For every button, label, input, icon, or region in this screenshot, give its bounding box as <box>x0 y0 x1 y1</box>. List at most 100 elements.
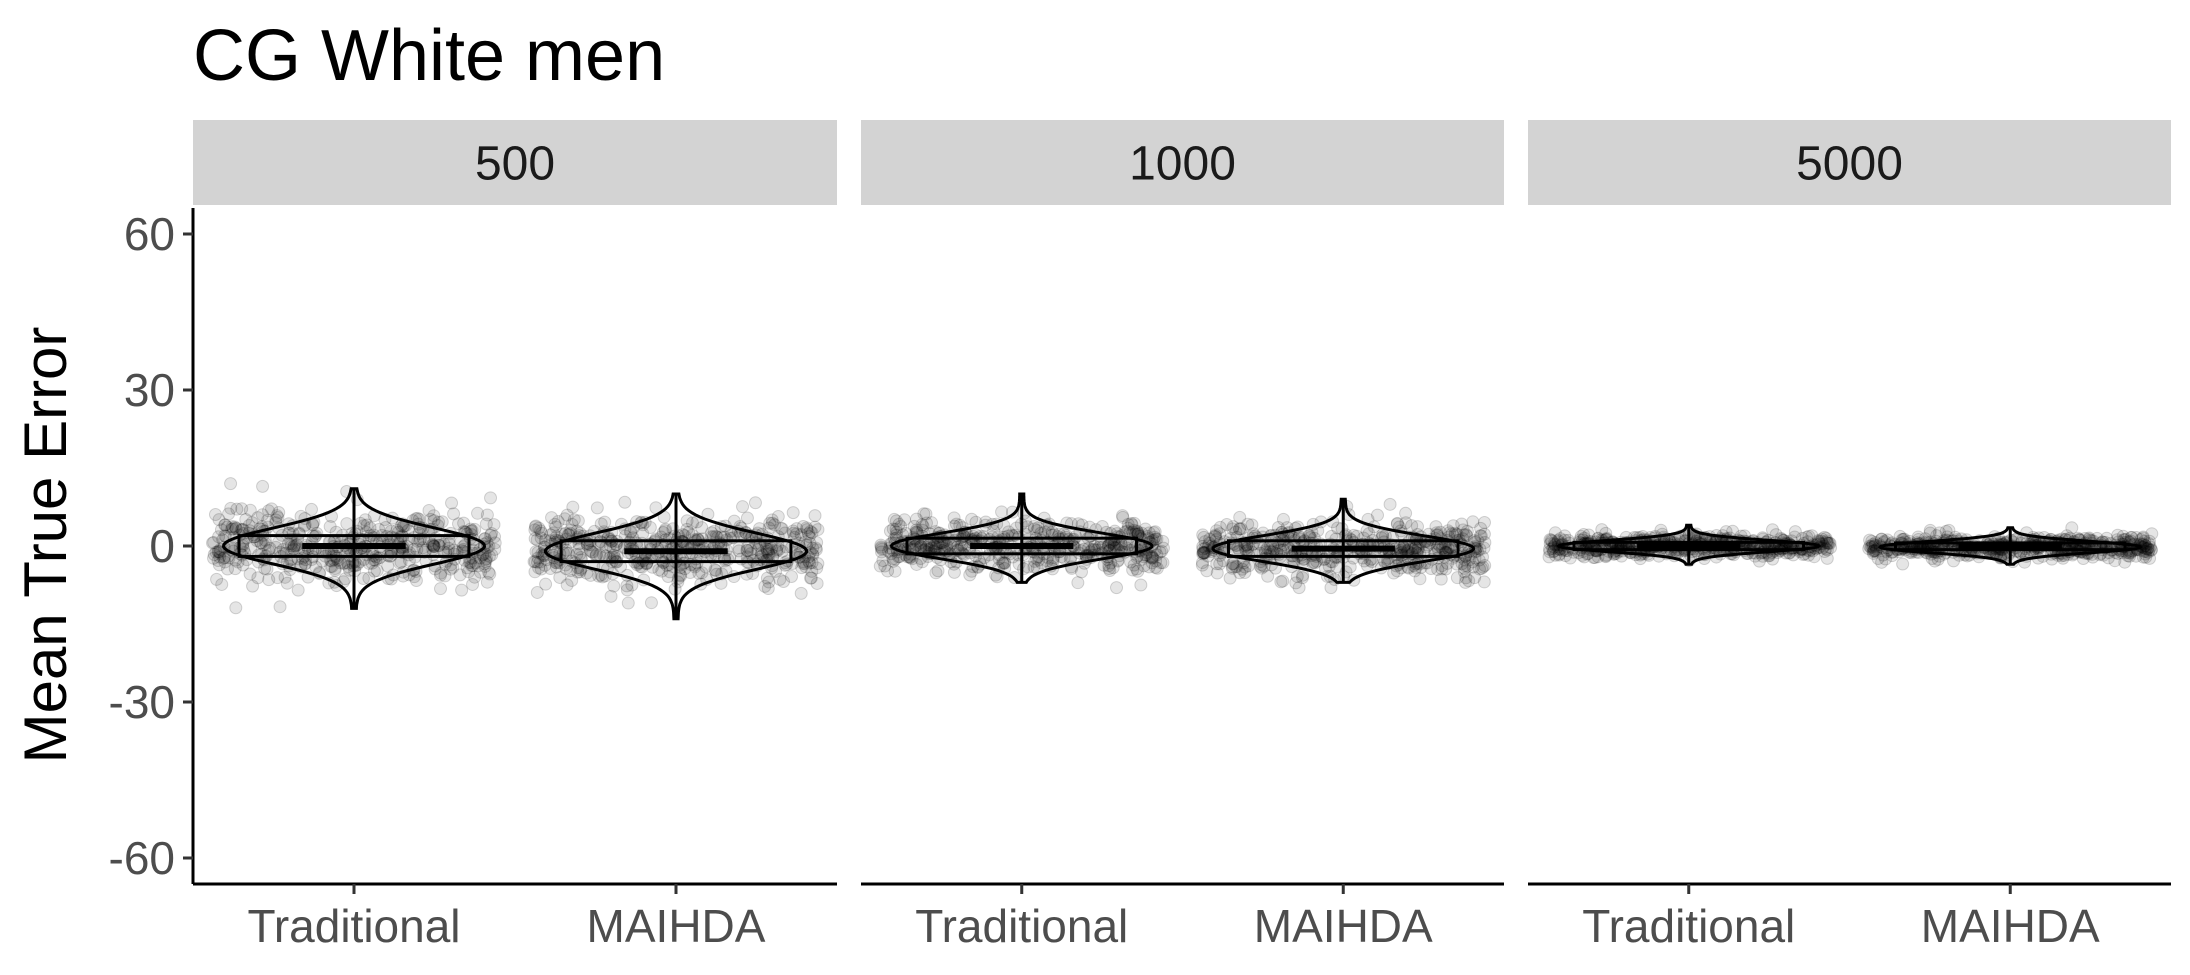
data-point <box>794 586 808 600</box>
data-point <box>272 505 286 519</box>
data-point <box>1121 517 1135 531</box>
data-point <box>1276 543 1290 557</box>
data-point <box>1459 571 1473 585</box>
data-point <box>208 508 222 522</box>
data-point <box>210 572 224 586</box>
violin-group: Traditional <box>1542 523 1838 952</box>
data-point <box>434 566 448 580</box>
data-point <box>407 570 421 584</box>
data-point <box>565 517 579 531</box>
data-point <box>323 520 337 534</box>
violin-group: Traditional <box>206 477 502 952</box>
data-point <box>1074 565 1088 579</box>
data-point <box>916 520 930 534</box>
data-point <box>269 540 283 554</box>
data-point <box>460 561 474 575</box>
data-point <box>1820 551 1834 565</box>
data-point <box>236 558 250 572</box>
data-point <box>340 517 354 531</box>
data-point <box>564 523 578 537</box>
data-point <box>262 504 276 518</box>
data-point <box>211 545 225 559</box>
data-point <box>480 575 494 589</box>
facet-strip-label: 1000 <box>1129 138 1236 191</box>
data-point <box>469 556 483 570</box>
data-point <box>808 509 822 523</box>
data-point <box>273 600 287 614</box>
data-point <box>1274 575 1288 589</box>
data-point <box>606 541 620 555</box>
data-point <box>478 553 492 567</box>
data-point <box>1371 508 1385 522</box>
data-point <box>1012 557 1026 571</box>
data-point <box>765 516 779 530</box>
data-point <box>455 583 469 597</box>
chart-title: CG White men <box>193 16 665 96</box>
data-point <box>442 541 456 555</box>
data-point <box>786 506 800 520</box>
data-point <box>271 571 285 585</box>
data-point <box>539 577 553 591</box>
data-point <box>438 569 452 583</box>
data-point <box>538 533 552 547</box>
data-point <box>1434 572 1448 586</box>
data-point <box>224 477 238 491</box>
data-point <box>586 545 600 559</box>
data-point <box>1356 551 1370 565</box>
data-point <box>485 526 499 540</box>
data-point <box>211 554 225 568</box>
data-point <box>804 571 818 585</box>
data-point <box>228 520 242 534</box>
data-point <box>426 537 440 551</box>
facet-panels: 500 Traditional MAIHDA 1000 Traditional MAIHD… <box>193 120 2171 952</box>
data-point <box>786 526 800 540</box>
data-point <box>763 516 777 530</box>
data-point <box>325 560 339 574</box>
data-point <box>243 503 257 517</box>
x-tick-label: MAIHDA <box>587 900 766 952</box>
data-point <box>483 567 497 581</box>
data-point <box>218 555 232 569</box>
data-point <box>803 524 817 538</box>
data-point <box>424 512 438 526</box>
data-point <box>427 509 441 523</box>
data-point <box>558 512 572 526</box>
data-point <box>748 496 762 510</box>
data-point <box>607 579 621 593</box>
data-point <box>360 518 374 532</box>
facet-panel: 1000 Traditional MAIHDA <box>861 120 1504 952</box>
data-point <box>488 542 502 556</box>
facet-strip-label: 5000 <box>1796 138 1903 191</box>
data-point <box>695 521 709 535</box>
data-point <box>379 521 393 535</box>
data-point <box>447 507 461 521</box>
data-point <box>427 539 441 553</box>
data-point <box>1292 581 1306 595</box>
data-point <box>222 507 236 521</box>
data-point <box>427 539 441 553</box>
data-point <box>226 522 240 536</box>
data-point <box>1477 575 1491 589</box>
data-point <box>206 536 220 550</box>
violin-group: MAIHDA <box>527 492 825 952</box>
data-point <box>214 523 228 537</box>
data-point <box>790 522 804 536</box>
data-point <box>1241 517 1255 531</box>
data-point <box>929 566 943 580</box>
data-point <box>676 556 690 570</box>
data-point <box>1896 557 1910 571</box>
data-point <box>985 555 999 569</box>
data-point <box>1383 497 1397 511</box>
data-point <box>212 513 226 527</box>
data-point <box>1460 529 1474 543</box>
data-point <box>478 559 492 573</box>
data-point <box>356 572 370 586</box>
data-point <box>213 546 227 560</box>
data-point <box>215 577 229 591</box>
data-point <box>1213 557 1227 571</box>
data-point <box>598 515 612 529</box>
data-point <box>478 557 492 571</box>
data-point <box>230 502 244 516</box>
data-point <box>919 507 933 521</box>
